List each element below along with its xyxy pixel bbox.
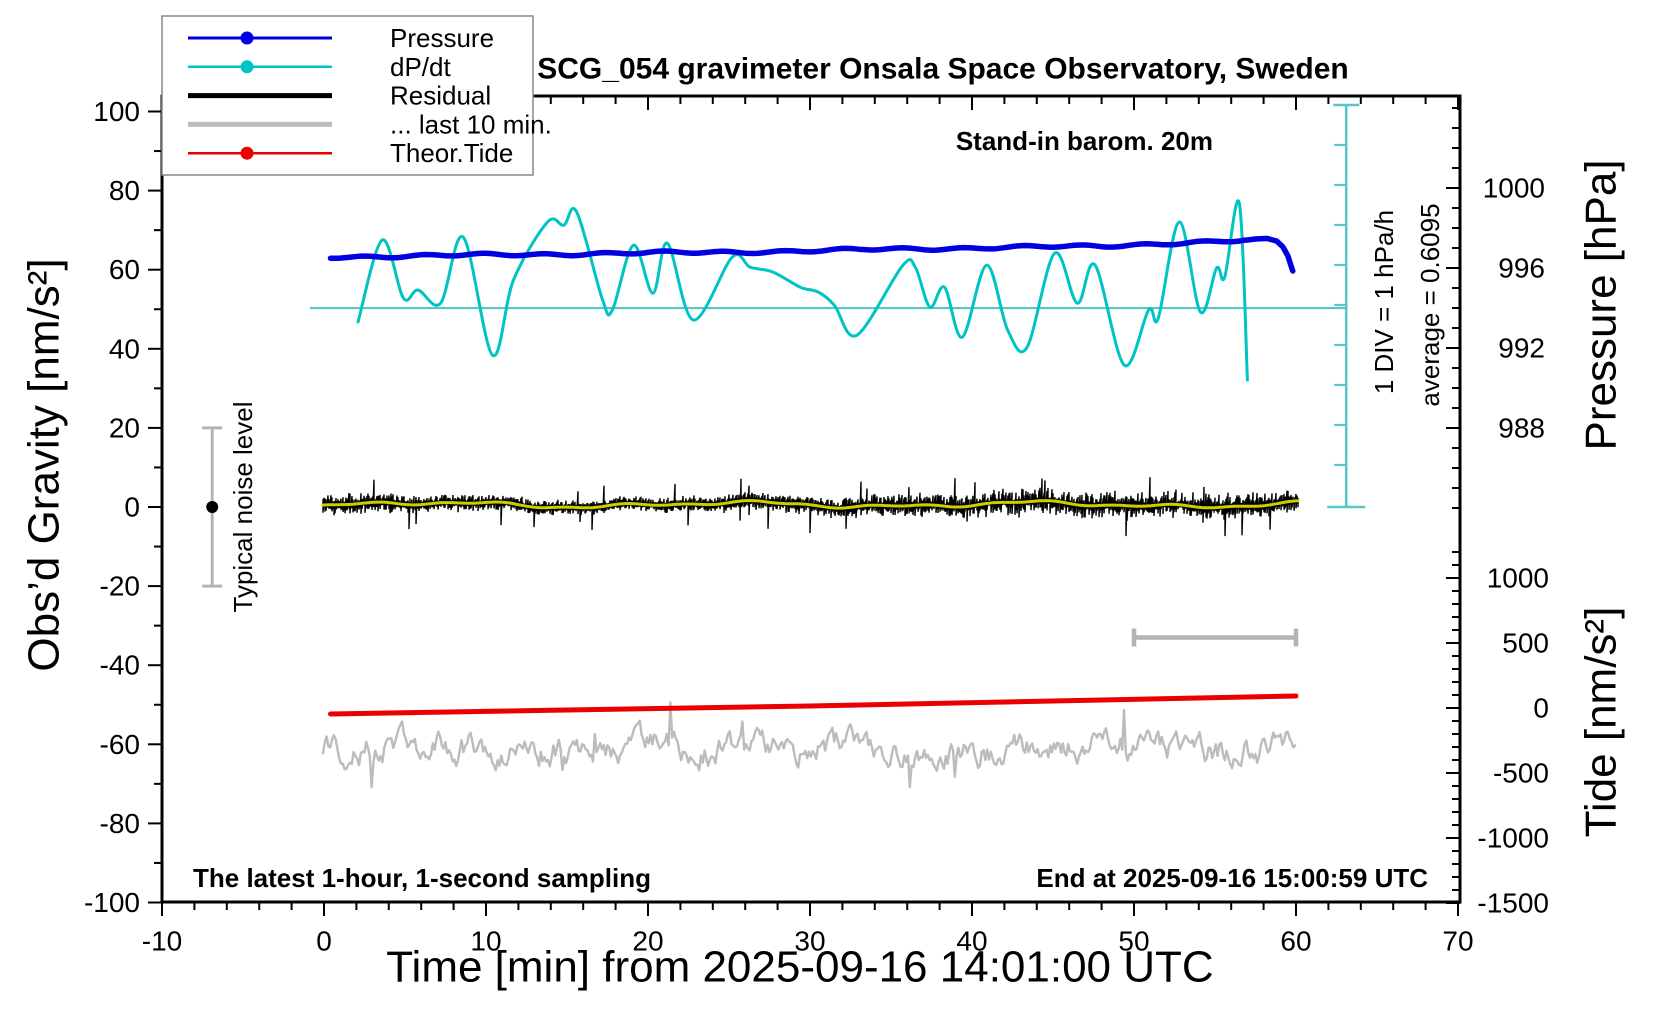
x-axis-title: Time [min] from 2025-09-16 14:01:00 UTC [386,943,1213,992]
legend-marker-pressure [240,31,254,45]
pressure-axis-title: Pressure [hPa] [1577,159,1626,450]
end-time-note: End at 2025-09-16 15:00:59 UTC [1036,863,1428,893]
gravity-tick-label: -80 [100,808,140,839]
legend-marker-tide [240,146,254,160]
pressure-tick-label: 992 [1498,333,1545,364]
x-tick-label: 10 [470,926,501,957]
gravity-tick-label: 60 [109,254,140,285]
gravity-tick-label: 80 [109,175,140,206]
last10-series-path [321,701,1297,789]
noise-level-dot [206,501,219,513]
pressure-tick-label: 996 [1498,253,1545,284]
barometer-note: Stand-in barom. 20m [956,126,1213,156]
x-tick-label: 30 [794,926,825,957]
gravity-tick-label: 40 [109,333,140,364]
tide-axis-title: Tide [nm/s²] [1577,607,1626,838]
pressure-tick-label: 988 [1498,413,1545,444]
sampling-note: The latest 1-hour, 1-second sampling [193,863,651,893]
gravity-tick-label: 20 [109,412,140,443]
tide-tick-label: -1500 [1477,888,1549,919]
chart-title: SCG_054 gravimeter Onsala Space Observat… [537,53,1349,86]
legend-label-tide: Theor.Tide [390,138,513,168]
x-tick-label: 0 [316,926,332,957]
gravity-tick-label: -20 [100,571,140,602]
pressure-series-path [327,235,1296,274]
gravity-tick-label: -60 [100,729,140,760]
tide-tick-label: -1000 [1477,823,1549,854]
div-scale-note: 1 DIV = 1 hPa/h [1369,210,1399,394]
x-tick-label: 40 [956,926,987,957]
gravity-tick-label: -40 [100,650,140,681]
dpdt-series-path [356,199,1249,382]
gravity-tick-label: -100 [84,887,140,918]
plot-area: -10 0 10 20 30 40 50 60 70100806040200-20-40-60-… [84,94,1549,957]
tide-series-path [328,693,1299,717]
tide-tick-label: 500 [1502,628,1549,659]
tide-tick-label: 0 [1533,693,1549,724]
legend-label-residual: Residual [390,81,491,111]
legend-marker-dpdt [240,60,254,74]
noise-level-label: Typical noise level [228,402,258,613]
gravity-axis-title: Obs’d Gravity [nm/s²] [20,258,69,671]
tide-tick-label: -500 [1493,758,1549,789]
gravity-tick-label: 100 [93,96,140,127]
residual-series-path [322,477,1299,537]
pressure-tick-label: 1000 [1483,173,1545,204]
legend-label-dpdt: dP/dt [390,52,451,82]
average-note: average = 0.6095 [1415,203,1445,406]
x-tick-label: 70 [1442,926,1473,957]
x-tick-label: -10 [142,926,182,957]
tide-tick-label: 1000 [1487,563,1549,594]
gravity-tick-label: 0 [124,492,140,523]
x-tick-label: 60 [1280,926,1311,957]
legend-label-pressure: Pressure [390,23,494,53]
x-tick-label: 50 [1118,926,1149,957]
x-tick-label: 20 [632,926,663,957]
legend: Pressure dP/dt Residual ... last 10 min.… [161,15,552,176]
legend-label-last10: ... last 10 min. [390,109,552,139]
residual-smooth-path [321,499,1300,510]
